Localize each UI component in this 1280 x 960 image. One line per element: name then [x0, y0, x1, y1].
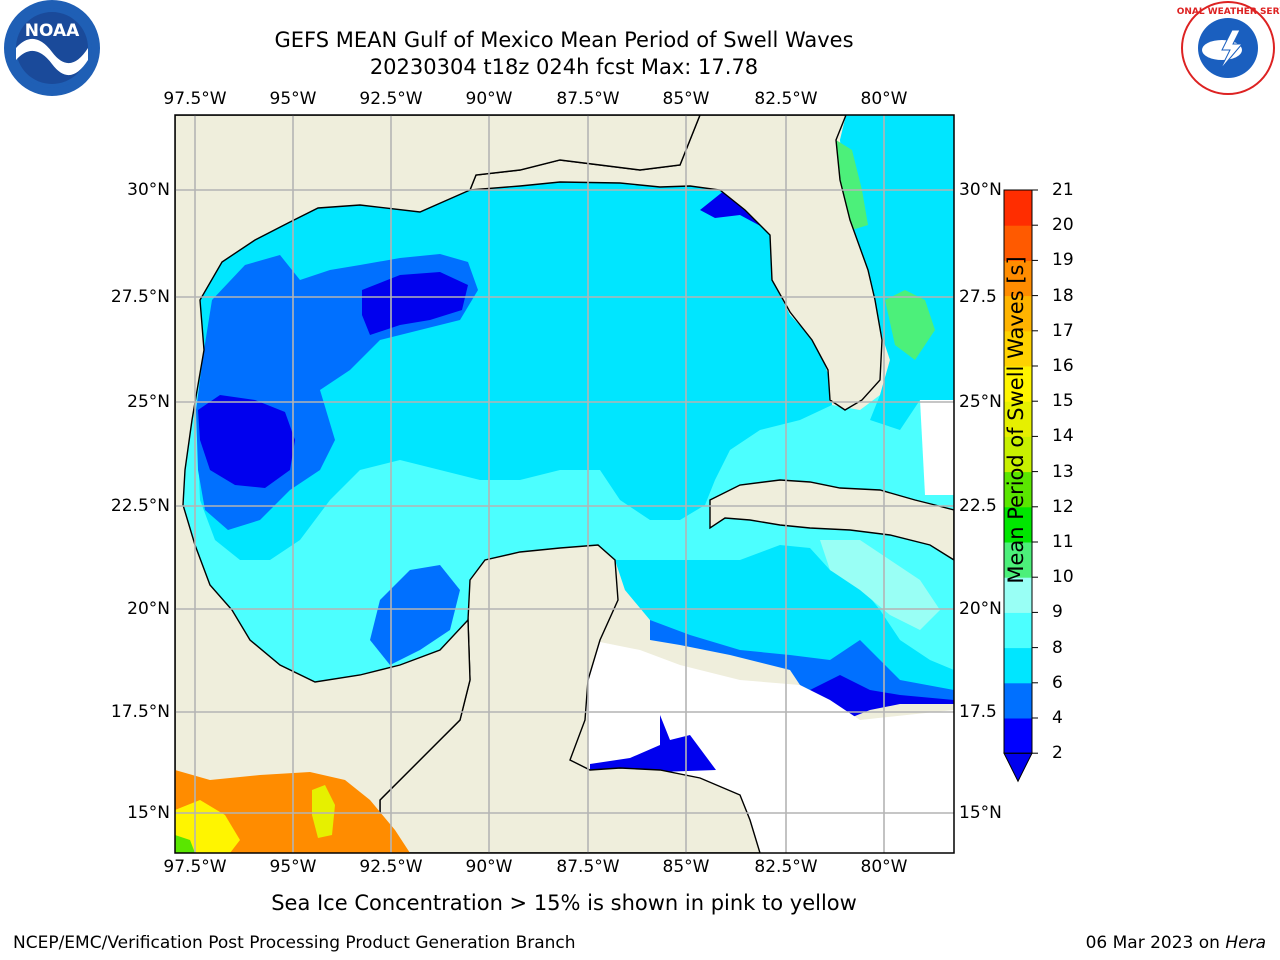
lon-label-top: 97.5°W: [163, 89, 227, 109]
lat-label-right: 27.5: [959, 287, 997, 307]
sea-ice-caption: Sea Ice Concentration > 15% is shown in …: [271, 891, 857, 915]
map-frame: [174, 114, 955, 854]
colorbar-segment: [1004, 330, 1032, 367]
lat-label-left: 17.5°N: [110, 702, 170, 722]
colorbar-segment: [1004, 366, 1032, 402]
lon-label-top: 95°W: [269, 89, 317, 109]
ocean-field-4-6-east: [840, 115, 954, 430]
colorbar-label: Mean Period of Swell Waves [s]: [1004, 256, 1028, 584]
colorbar-segment: [1004, 190, 1032, 226]
lat-label-left: 27.5°N: [110, 287, 170, 307]
colorbar-tick-label: 11: [1052, 532, 1074, 552]
lon-label-bottom: 85°W: [662, 857, 710, 877]
colorbar-segment: [1004, 506, 1032, 543]
colorbar-segment: [1004, 682, 1032, 719]
gridlines: [175, 115, 954, 853]
colorbar-segment: [1004, 401, 1032, 437]
colorbar-tick-label: 10: [1052, 567, 1074, 588]
ocean-field-9-11-florida: [836, 140, 868, 230]
colorbar-tick-label: 12: [1052, 496, 1074, 517]
colorbar-segment: [1004, 718, 1032, 754]
colorbar-segment: [1004, 436, 1032, 473]
lon-label-top: 82.5°W: [754, 89, 818, 109]
colorbar-tick-label: 18: [1052, 285, 1074, 306]
footer-date: 06 Mar 2023 on Hera: [1085, 933, 1266, 953]
ocean-field-pacific-yellow2: [312, 785, 335, 838]
colorbar-tick-label: 4: [1052, 708, 1063, 728]
ocean-field-below-2-west: [198, 395, 295, 488]
colorbar-segment: [1004, 225, 1032, 261]
ocean-field-below-2-central: [362, 272, 468, 335]
footer-host: Hera: [1225, 933, 1266, 953]
lat-label-right: 15°N: [959, 803, 1002, 823]
colorbar-tick-label: 15: [1052, 391, 1074, 412]
lat-label-right: 30°N: [959, 180, 1002, 200]
ocean-field-pacific-green: [175, 835, 195, 853]
nodata-florida-keys: [920, 400, 954, 495]
nodata-caribbean: [586, 640, 954, 853]
colorbar-tick-label: 21: [1052, 180, 1074, 200]
lon-label-top: 87.5°W: [556, 89, 620, 109]
lon-label-bottom: 87.5°W: [556, 857, 620, 877]
colorbar-tick-label: 2: [1052, 743, 1063, 764]
colorbar-tick-label: 6: [1052, 672, 1063, 693]
ocean-field-9-11-carib: [820, 540, 940, 630]
colorbar-tick-label: 9: [1052, 602, 1063, 623]
ocean-field-9-11-bahamas: [885, 290, 935, 360]
map-title: GEFS MEAN Gulf of Mexico Mean Period of …: [274, 28, 854, 52]
lon-label-top: 85°W: [662, 89, 710, 109]
lat-label-left: 30°N: [127, 180, 170, 200]
colorbar-segment: [1004, 577, 1032, 613]
colorbar-extend-triangle: [1003, 752, 1033, 783]
ocean-field-below-2-carib: [810, 675, 954, 722]
colorbar-tick-label: 14: [1052, 426, 1074, 447]
footer-credit: NCEP/EMC/Verification Post Processing Pr…: [13, 933, 576, 953]
lon-label-top: 80°W: [860, 89, 908, 109]
ocean-field-2-4-caribbean: [650, 620, 954, 710]
ocean-field-2-4-south: [370, 565, 460, 665]
colorbar-segment: [1004, 647, 1032, 684]
lon-label-bottom: 82.5°W: [754, 857, 818, 877]
ocean-field-below-2-ne: [700, 190, 768, 230]
lat-label-right: 22.5: [959, 496, 997, 516]
lat-label-right: 17.5: [959, 702, 997, 722]
colorbar-segment: [1004, 612, 1032, 649]
nws-logo: NATIONAL WEATHER SERVICE: [1176, 1, 1280, 95]
colorbar-segment: [1004, 295, 1032, 332]
colorbar-tick-label: 16: [1052, 356, 1074, 376]
colorbar-tick-label: 13: [1052, 461, 1074, 482]
colorbar-segment: [1004, 260, 1032, 297]
lat-label-left: 25°N: [127, 392, 170, 412]
lat-label-left: 15°N: [127, 803, 170, 823]
map-subtitle: 20230304 t18z 024h fcst Max: 17.78: [369, 55, 759, 79]
ocean-field-below-2-honduras: [590, 715, 716, 772]
colorbar-tick-label: 19: [1052, 250, 1074, 271]
noaa-logo-text: NOAA: [25, 21, 80, 41]
noaa-logo: NOAA: [2, 0, 102, 98]
colorbar-segment: [1004, 542, 1032, 578]
land-cuba: [709, 479, 954, 561]
lon-label-bottom: 90°W: [465, 857, 513, 877]
colorbar-tick-label: 20: [1052, 215, 1074, 236]
colorbar: [1003, 189, 1038, 783]
lat-label-right: 25°N: [959, 392, 1002, 412]
lon-label-bottom: 92.5°W: [359, 857, 423, 877]
lon-label-bottom: 97.5°W: [163, 857, 227, 877]
colorbar-tick-label: 8: [1052, 637, 1063, 658]
lat-label-left: 22.5°N: [110, 496, 170, 516]
lat-label-left: 20°N: [127, 599, 170, 619]
colorbar-tick-label: 17: [1052, 320, 1074, 341]
lon-label-bottom: 95°W: [269, 857, 317, 877]
lon-label-bottom: 80°W: [860, 857, 908, 877]
colorbar-segment: [1004, 471, 1032, 508]
nws-logo-text: NATIONAL WEATHER SERVICE: [1176, 7, 1280, 17]
lat-label-right: 20°N: [959, 599, 1002, 619]
lon-label-top: 92.5°W: [359, 89, 423, 109]
lon-label-top: 90°W: [465, 89, 513, 109]
